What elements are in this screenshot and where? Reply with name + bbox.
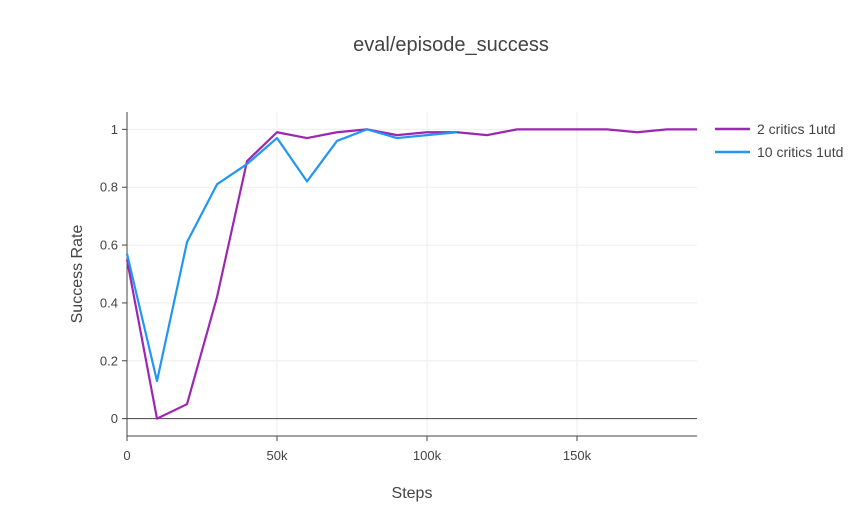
legend[interactable]: 2 critics 1utd 10 critics 1utd [715,121,843,160]
y-tick-label: 0.6 [100,238,118,253]
series-line-2 [125,128,458,383]
y-tick-label: 1 [111,122,118,137]
legend-item-2[interactable]: 10 critics 1utd [715,144,843,160]
grid [127,112,697,436]
x-axis-title: Steps [392,485,433,502]
x-tick-label: 50k [267,448,288,463]
y-tick-label: 0 [111,411,118,426]
legend-label: 2 critics 1utd [757,121,836,137]
axes [122,112,697,441]
chart-title: eval/episode_success [353,34,549,56]
y-tick-label: 0.4 [100,295,118,310]
series-line-1 [125,128,697,420]
x-tick-label: 100k [413,448,442,463]
y-tick-label: 0.2 [100,353,118,368]
y-axis-title: Success Rate [69,225,86,324]
series-lines [125,128,697,420]
legend-item-1[interactable]: 2 critics 1utd [715,121,836,137]
x-tick-label: 150k [563,448,592,463]
y-tick-label: 0.8 [100,180,118,195]
x-tick-label: 0 [123,448,130,463]
legend-label: 10 critics 1utd [757,144,843,160]
tick-labels: 0 50k 100k 150k 0 0.2 0.4 0.6 0.8 1 [100,122,592,463]
